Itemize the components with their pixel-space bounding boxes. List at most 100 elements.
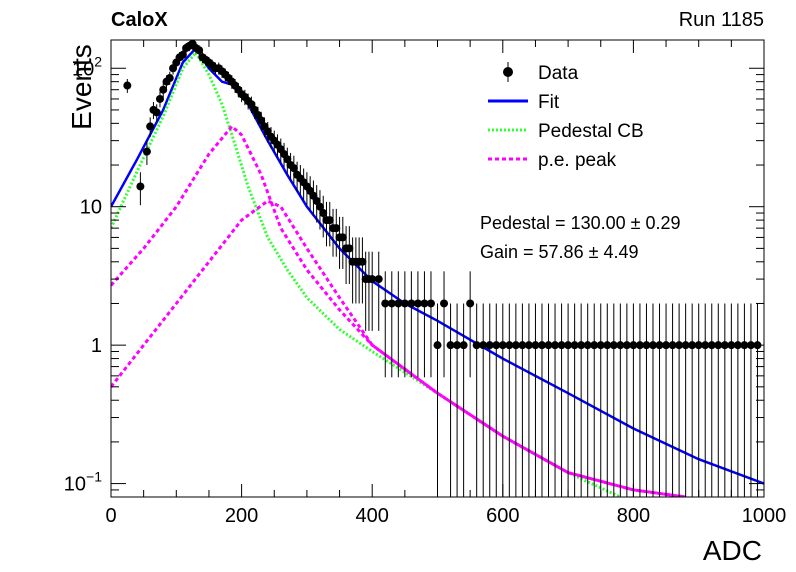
pedestal-annotation: Pedestal = 130.00 ± 0.29 xyxy=(480,213,681,233)
data-point xyxy=(165,74,174,83)
data-point xyxy=(479,341,488,350)
data-point xyxy=(426,299,435,308)
legend-label: p.e. peak xyxy=(538,150,617,171)
data-point xyxy=(551,341,560,350)
data-point xyxy=(537,341,546,350)
data-point xyxy=(707,341,716,350)
data-point xyxy=(564,341,573,350)
x-tick-label: 600 xyxy=(486,505,519,527)
data-point xyxy=(648,341,657,350)
y-tick-label: 10−1 xyxy=(64,469,102,496)
data-point xyxy=(511,341,520,350)
data-point xyxy=(616,341,625,350)
x-tick-label: 800 xyxy=(617,505,650,527)
legend-label: Fit xyxy=(538,92,560,113)
data-point xyxy=(459,341,468,350)
data-point xyxy=(381,299,390,308)
data-point xyxy=(159,85,168,94)
data-point xyxy=(603,341,612,350)
legend-label: Data xyxy=(538,63,579,84)
data-point xyxy=(332,224,341,233)
data-point xyxy=(642,341,651,350)
data-point xyxy=(505,341,514,350)
data-point xyxy=(485,341,494,350)
data-point xyxy=(195,46,204,55)
legend: Data Fit Pedestal CB p.e. peak xyxy=(488,62,644,171)
data-point xyxy=(387,299,396,308)
data-point xyxy=(577,341,586,350)
y-tick-label: 1 xyxy=(91,335,102,357)
experiment-label: CaloX xyxy=(111,9,168,31)
y-axis-label: Events xyxy=(66,44,97,130)
data-point xyxy=(492,341,501,350)
data-point xyxy=(446,341,455,350)
x-tick-label: 400 xyxy=(356,505,389,527)
data-point xyxy=(635,341,644,350)
legend-data-marker xyxy=(503,67,513,77)
data-point xyxy=(345,244,354,253)
data-point xyxy=(714,341,723,350)
data-point xyxy=(596,341,605,350)
data-point xyxy=(531,341,540,350)
data-point xyxy=(400,299,409,308)
data-point xyxy=(136,182,145,191)
data-point xyxy=(498,341,507,350)
gain-annotation: Gain = 57.86 ± 4.49 xyxy=(480,242,639,262)
data-point xyxy=(668,341,677,350)
data-point xyxy=(727,341,736,350)
x-tick-label: 0 xyxy=(105,505,116,527)
data-point xyxy=(557,341,566,350)
data-point xyxy=(681,341,690,350)
data-point xyxy=(440,299,449,308)
series-line-p-e-peak-4 xyxy=(111,199,686,497)
data-point xyxy=(123,81,132,90)
data-point xyxy=(675,341,684,350)
data-point xyxy=(146,122,155,131)
data-point xyxy=(368,275,377,284)
axes: 0 200 400 600 800 1000 10−1 1 10 102 xyxy=(64,40,786,527)
data-point xyxy=(583,341,592,350)
data-point xyxy=(655,341,664,350)
data-point xyxy=(694,341,703,350)
x-tick-label: 1000 xyxy=(742,505,787,527)
run-label: Run 1185 xyxy=(679,9,764,31)
series-line-fit-1 xyxy=(111,45,764,485)
data-point xyxy=(178,50,187,59)
data-point xyxy=(688,341,697,350)
x-tick-label: 200 xyxy=(225,505,258,527)
data-point xyxy=(733,341,742,350)
data-point xyxy=(374,275,383,284)
data-point xyxy=(622,341,631,350)
data-point xyxy=(609,341,618,350)
data-point xyxy=(394,299,403,308)
data-point xyxy=(662,341,671,350)
data-point xyxy=(453,341,462,350)
data-point xyxy=(590,341,599,350)
data-point xyxy=(466,299,475,308)
y-tick-label: 10 xyxy=(80,197,102,219)
data-point xyxy=(570,341,579,350)
data-point xyxy=(740,341,749,350)
data-point xyxy=(358,257,367,266)
data-point xyxy=(257,116,266,125)
data-point xyxy=(629,341,638,350)
data-point xyxy=(325,216,334,225)
data-point xyxy=(289,164,298,173)
legend-label: Pedestal CB xyxy=(538,121,644,142)
data-point xyxy=(155,94,164,103)
x-axis-label: ADC xyxy=(703,535,762,566)
data-point xyxy=(544,341,553,350)
data-point xyxy=(338,233,347,242)
data-point xyxy=(319,209,328,218)
data-point xyxy=(472,341,481,350)
data-point xyxy=(420,299,429,308)
data-point xyxy=(413,299,422,308)
data-point xyxy=(433,341,442,350)
data-point xyxy=(142,147,151,156)
data-point xyxy=(407,299,416,308)
data-point xyxy=(701,341,710,350)
data-point xyxy=(315,202,324,211)
data-point xyxy=(152,108,161,117)
y-tick-label: 102 xyxy=(72,53,102,80)
